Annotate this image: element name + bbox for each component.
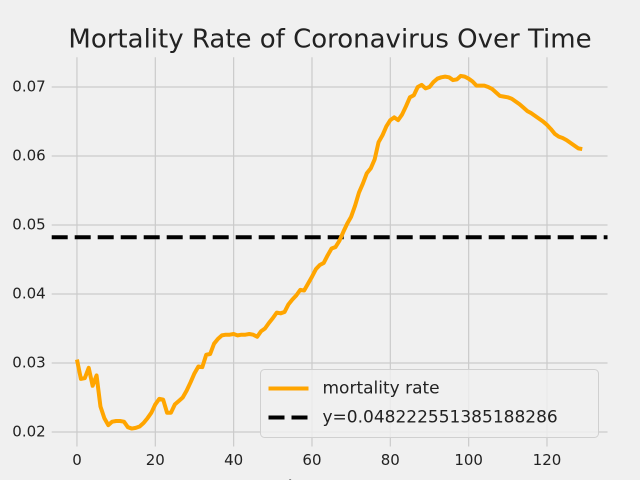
data-line xyxy=(74,73,583,431)
x-tick-label: 80 xyxy=(381,451,400,469)
x-tick-label: 120 xyxy=(533,451,562,469)
x-tick-label: 0 xyxy=(72,451,82,469)
legend-box xyxy=(260,369,599,438)
y-tick-label: 0.06 xyxy=(12,146,45,164)
y-tick-label: 0.07 xyxy=(12,77,45,95)
x-axis-label: Days Since 1/22/2020 xyxy=(215,477,445,480)
x-tick-label: 20 xyxy=(146,451,165,469)
y-tick-label: 0.03 xyxy=(12,354,45,372)
chart-title: Mortality Rate of Coronavirus Over Time xyxy=(68,25,591,55)
y-tick-label: 0.05 xyxy=(12,215,45,233)
legend-label: mortality rate xyxy=(323,379,440,399)
legend: mortality rate y=0.048222551385188286 xyxy=(260,369,599,438)
x-tick-label: 40 xyxy=(224,451,243,469)
x-tick-label: 60 xyxy=(302,451,321,469)
x-tick-label: 100 xyxy=(454,451,483,469)
y-tick-label: 0.02 xyxy=(12,423,45,441)
legend-label: y=0.048222551385188286 xyxy=(323,408,558,428)
y-tick-label: 0.04 xyxy=(12,284,45,302)
